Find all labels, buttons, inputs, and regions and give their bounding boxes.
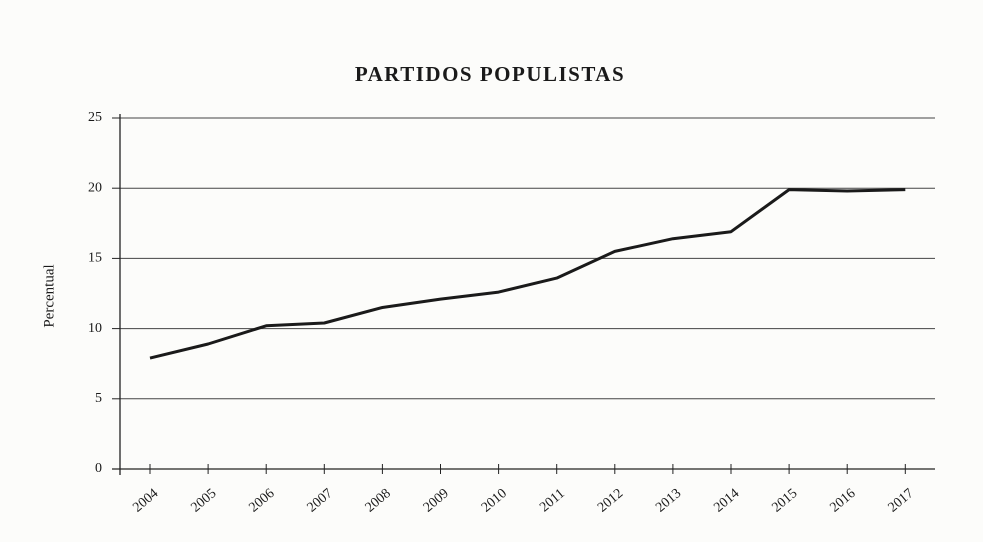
- data-line: [149, 188, 906, 360]
- chart-title: PARTIDOS POPULISTAS: [355, 62, 625, 86]
- y-tick-label: 5: [95, 391, 102, 406]
- y-tick-label: 0: [95, 461, 102, 476]
- y-tick-label: 10: [88, 321, 102, 336]
- y-tick-label: 20: [88, 180, 102, 195]
- y-axis-label: Percentual: [41, 264, 57, 327]
- y-tick-label: 25: [88, 110, 102, 125]
- y-tick-label: 15: [88, 251, 102, 266]
